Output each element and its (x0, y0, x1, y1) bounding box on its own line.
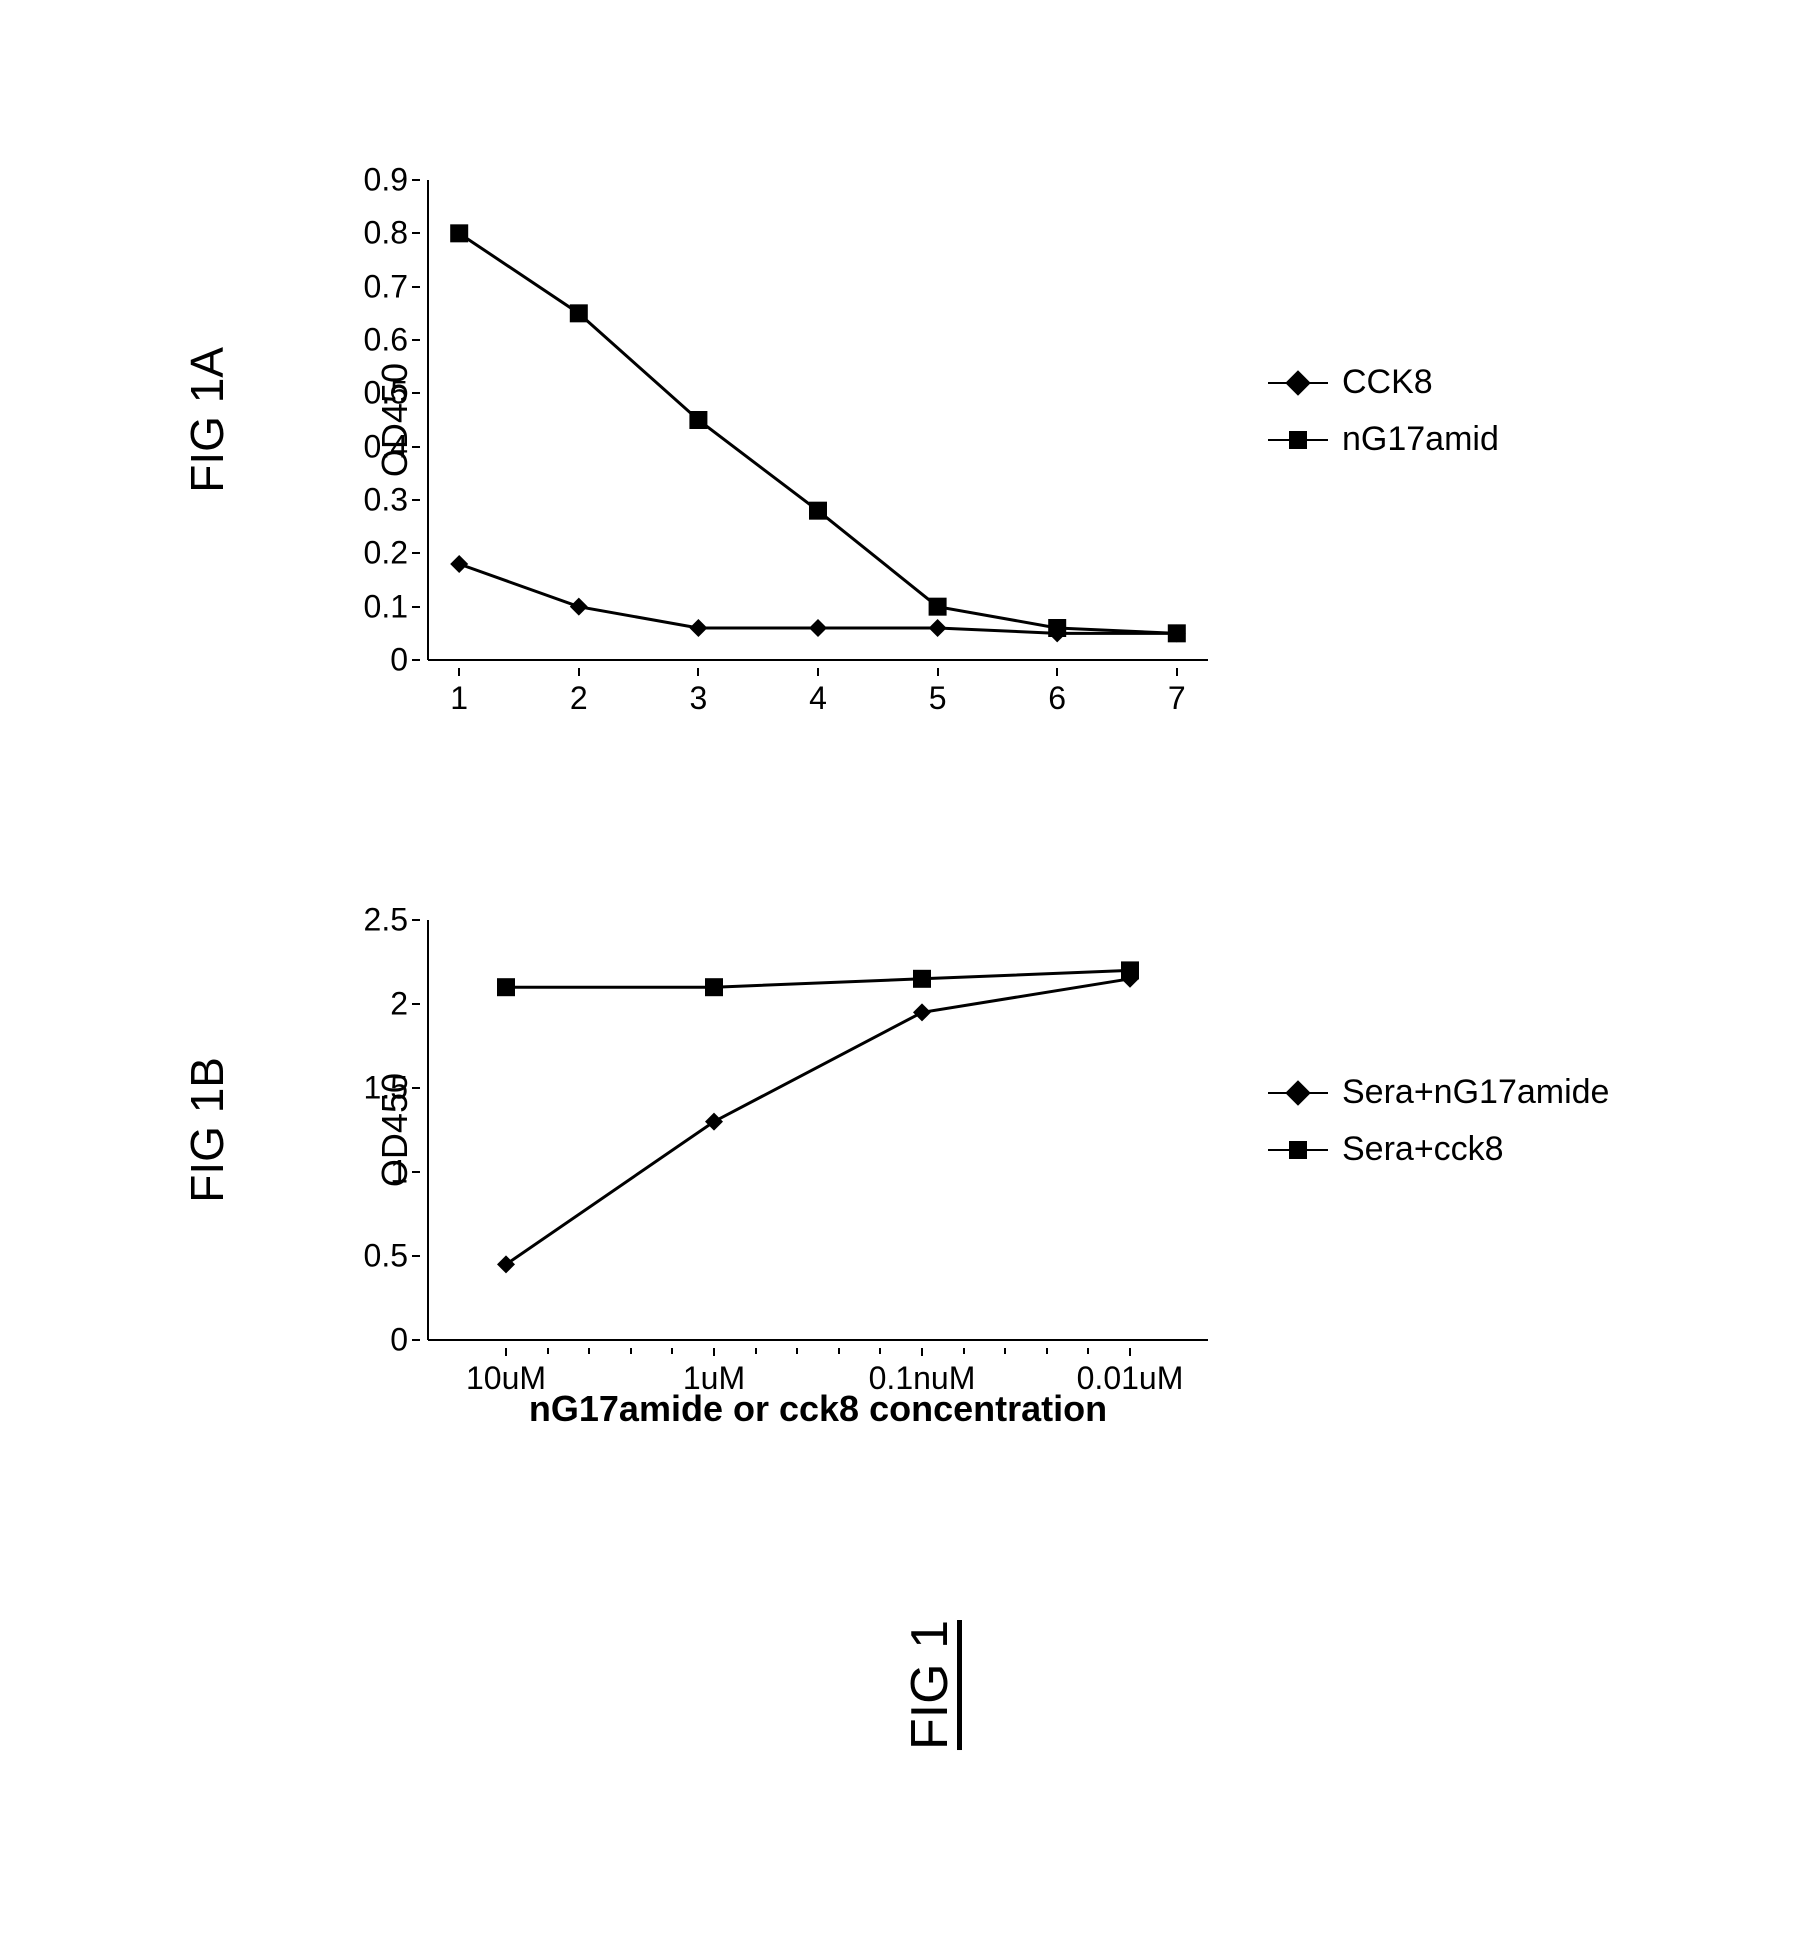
x-axis-title: nG17amide or cck8 concentration (529, 1388, 1107, 1430)
legend-label: CCK8 (1342, 363, 1433, 402)
y-tick-label: 2.5 (364, 902, 408, 939)
legend-label: Sera+cck8 (1342, 1130, 1504, 1169)
legend-label: nG17amid (1342, 420, 1499, 459)
y-tick-label: 0.5 (364, 1238, 408, 1275)
legend-entry: Sera+cck8 (1268, 1130, 1609, 1169)
y-tick-label: 0.3 (364, 482, 408, 519)
figure-caption: FIG 1 (900, 1620, 960, 1750)
chart-b-legend: Sera+nG17amide Sera+cck8 (1268, 1073, 1609, 1187)
fig1b-label: FIG 1B (180, 1057, 234, 1203)
x-tick-label: 3 (689, 680, 707, 717)
chart-a-wrap: OD450 00.10.20.30.40.50.60.70.80.9123456… (374, 180, 1208, 660)
y-tick-label: 0.6 (364, 322, 408, 359)
chart-b-wrap: OD450 00.511.522.510uM1uM0.1nuM0.01uMnG1… (374, 920, 1208, 1340)
x-tick-label: 5 (929, 680, 947, 717)
y-tick-label: 1 (390, 1154, 408, 1191)
legend-entry: nG17amid (1268, 420, 1499, 459)
y-tick-label: 0 (390, 642, 408, 679)
chart-a-legend: CCK8 nG17amid (1268, 363, 1499, 477)
y-tick-label: 0.2 (364, 535, 408, 572)
y-tick-label: 0.8 (364, 215, 408, 252)
x-tick-label: 7 (1168, 680, 1186, 717)
legend-label: Sera+nG17amide (1342, 1073, 1609, 1112)
x-tick-label: 6 (1048, 680, 1066, 717)
x-tick-label: 2 (570, 680, 588, 717)
x-tick-label: 1 (450, 680, 468, 717)
fig1a-row: FIG 1A OD450 00.10.20.30.40.50.60.70.80.… (180, 180, 1499, 660)
y-tick-label: 0 (390, 1322, 408, 1359)
legend-entry: CCK8 (1268, 363, 1499, 402)
y-tick-label: 2 (390, 986, 408, 1023)
y-tick-label: 0.9 (364, 162, 408, 199)
page: FIG 1A OD450 00.10.20.30.40.50.60.70.80.… (0, 0, 1820, 1951)
chart-b-plot: 00.511.522.510uM1uM0.1nuM0.01uMnG17amide… (428, 920, 1208, 1340)
x-tick-label: 4 (809, 680, 827, 717)
y-tick-label: 0.4 (364, 428, 408, 465)
y-tick-label: 1.5 (364, 1070, 408, 1107)
fig1a-label: FIG 1A (180, 347, 234, 493)
fig1b-row: FIG 1B OD450 00.511.522.510uM1uM0.1nuM0.… (180, 920, 1609, 1340)
chart-a-plot: 00.10.20.30.40.50.60.70.80.91234567 (428, 180, 1208, 660)
y-tick-label: 0.5 (364, 375, 408, 412)
legend-entry: Sera+nG17amide (1268, 1073, 1609, 1112)
y-tick-label: 0.1 (364, 588, 408, 625)
y-tick-label: 0.7 (364, 268, 408, 305)
